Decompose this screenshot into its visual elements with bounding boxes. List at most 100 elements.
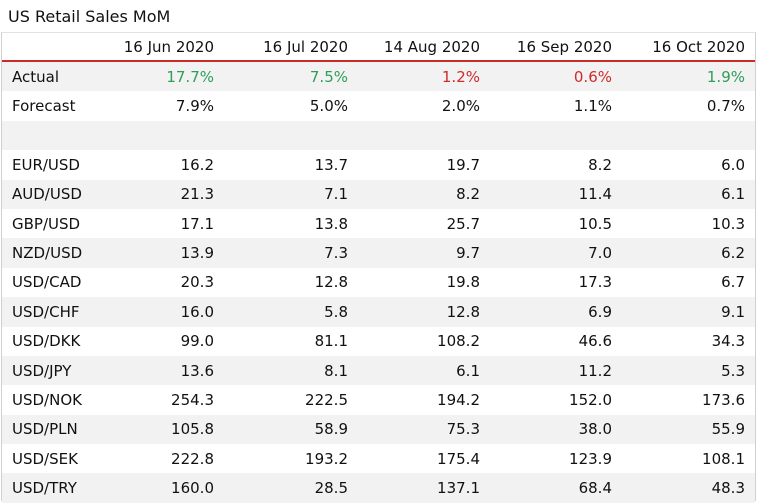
table-cell: 19.7	[446, 155, 480, 174]
actual-value: 1.9%	[706, 67, 745, 86]
header-cell-date: 14 Aug 2020	[383, 37, 480, 56]
row-label: USD/TRY	[12, 479, 77, 498]
table-cell: 6.1	[456, 361, 480, 380]
forecast-value: 0.7%	[706, 97, 745, 116]
header-cell-label	[2, 33, 98, 61]
table-cell: 16.2	[180, 155, 214, 174]
table-row: EUR/USD 16.2 13.7 19.7 8.2 6.0	[2, 150, 755, 179]
table-cell: 8.2	[456, 185, 480, 204]
actual-value: 1.2%	[441, 67, 480, 86]
table-cell: 5.3	[721, 361, 745, 380]
table-cell: 81.1	[314, 332, 348, 351]
table-cell: 254.3	[171, 390, 214, 409]
table-cell: 175.4	[437, 449, 480, 468]
forecast-value: 5.0%	[309, 97, 348, 116]
spacer-row	[2, 120, 755, 151]
forecast-value: 2.0%	[441, 97, 480, 116]
table-cell: 152.0	[569, 390, 612, 409]
table-cell: 13.9	[180, 244, 214, 263]
table-cell: 105.8	[171, 420, 214, 439]
table-frame	[1, 32, 756, 501]
row-label: USD/DKK	[12, 332, 81, 351]
row-label: NZD/USD	[12, 244, 83, 263]
table-cell: 16.0	[180, 302, 214, 321]
table-cell: 13.8	[314, 214, 348, 233]
table-cell: 11.4	[578, 185, 612, 204]
table-cell: 10.3	[711, 214, 745, 233]
row-label: EUR/USD	[12, 155, 80, 174]
table-cell: 173.6	[702, 390, 745, 409]
row-label: USD/PLN	[12, 420, 78, 439]
table-cell: 10.5	[578, 214, 612, 233]
table-cell: 58.9	[314, 420, 348, 439]
row-label: USD/CAD	[12, 273, 82, 292]
table-cell: 222.8	[171, 449, 214, 468]
header-cell-date: 16 Jul 2020	[263, 37, 348, 56]
table-cell: 137.1	[437, 479, 480, 498]
table-cell: 6.0	[721, 155, 745, 174]
table-cell: 68.4	[578, 479, 612, 498]
table-cell: 9.7	[456, 244, 480, 263]
table-cell: 7.3	[324, 244, 348, 263]
table-row: USD/CAD 20.3 12.8 19.8 17.3 6.7	[2, 268, 755, 297]
table-cell: 160.0	[171, 479, 214, 498]
table-cell: 108.2	[437, 332, 480, 351]
table-row: USD/SEK 222.8 193.2 175.4 123.9 108.1	[2, 444, 755, 473]
table-row: AUD/USD 21.3 7.1 8.2 11.4 6.1	[2, 179, 755, 209]
table-row: NZD/USD 13.9 7.3 9.7 7.0 6.2	[2, 238, 755, 268]
retail-sales-table: 16 Jun 2020 16 Jul 2020 14 Aug 2020 16 S…	[2, 33, 755, 503]
table-row: USD/JPY 13.6 8.1 6.1 11.2 5.3	[2, 355, 755, 386]
header-cell-date: 16 Sep 2020	[516, 37, 612, 56]
table-cell: 12.8	[314, 273, 348, 292]
table-cell: 19.8	[446, 273, 480, 292]
table-row: USD/DKK 99.0 81.1 108.2 46.6 34.3	[2, 327, 755, 356]
row-label: USD/SEK	[12, 449, 78, 468]
table-cell: 13.6	[180, 361, 214, 380]
table-cell: 6.2	[721, 244, 745, 263]
table-cell: 7.1	[324, 185, 348, 204]
table-cell: 13.7	[314, 155, 348, 174]
row-label: Forecast	[12, 97, 76, 116]
actual-value: 17.7%	[166, 67, 214, 86]
spacer-cell	[2, 121, 98, 150]
row-label: USD/JPY	[12, 361, 72, 380]
table-row: USD/NOK 254.3 222.5 194.2 152.0 173.6	[2, 385, 755, 414]
spacer-cell	[358, 121, 490, 150]
actual-value: 0.6%	[573, 67, 612, 86]
table-cell: 6.7	[721, 273, 745, 292]
table-cell: 99.0	[180, 332, 214, 351]
table-cell: 28.5	[314, 479, 348, 498]
table-cell: 46.6	[578, 332, 612, 351]
table-cell: 222.5	[305, 390, 348, 409]
table-cell: 38.0	[578, 420, 612, 439]
actual-row: Actual 17.7% 7.5% 1.2% 0.6% 1.9%	[2, 61, 755, 92]
row-label: GBP/USD	[12, 214, 81, 233]
table-cell: 193.2	[305, 449, 348, 468]
table-row: USD/CHF 16.0 5.8 12.8 6.9 9.1	[2, 297, 755, 327]
table-cell: 17.1	[180, 214, 214, 233]
spacer-cell	[490, 121, 622, 150]
row-label: USD/CHF	[12, 302, 80, 321]
spacer-cell	[98, 121, 224, 150]
table-cell: 11.2	[578, 361, 612, 380]
header-cell-date: 16 Oct 2020	[652, 37, 745, 56]
row-label: Actual	[12, 67, 59, 86]
table-cell: 123.9	[569, 449, 612, 468]
table-row: GBP/USD 17.1 13.8 25.7 10.5 10.3	[2, 209, 755, 238]
row-label: AUD/USD	[12, 185, 82, 204]
table-cell: 25.7	[446, 214, 480, 233]
spacer-cell	[224, 121, 358, 150]
header-cell-date: 16 Jun 2020	[123, 37, 214, 56]
table-row: USD/TRY 160.0 28.5 137.1 68.4 48.3	[2, 473, 755, 503]
table-cell: 17.3	[578, 273, 612, 292]
forecast-row: Forecast 7.9% 5.0% 2.0% 1.1% 0.7%	[2, 91, 755, 120]
table-cell: 8.1	[324, 361, 348, 380]
table-cell: 55.9	[711, 420, 745, 439]
table-cell: 75.3	[446, 420, 480, 439]
table-cell: 48.3	[711, 479, 745, 498]
row-label: USD/NOK	[12, 390, 82, 409]
forecast-value: 7.9%	[175, 97, 214, 116]
table-cell: 34.3	[711, 332, 745, 351]
table-cell: 5.8	[324, 302, 348, 321]
table-cell: 6.1	[721, 185, 745, 204]
